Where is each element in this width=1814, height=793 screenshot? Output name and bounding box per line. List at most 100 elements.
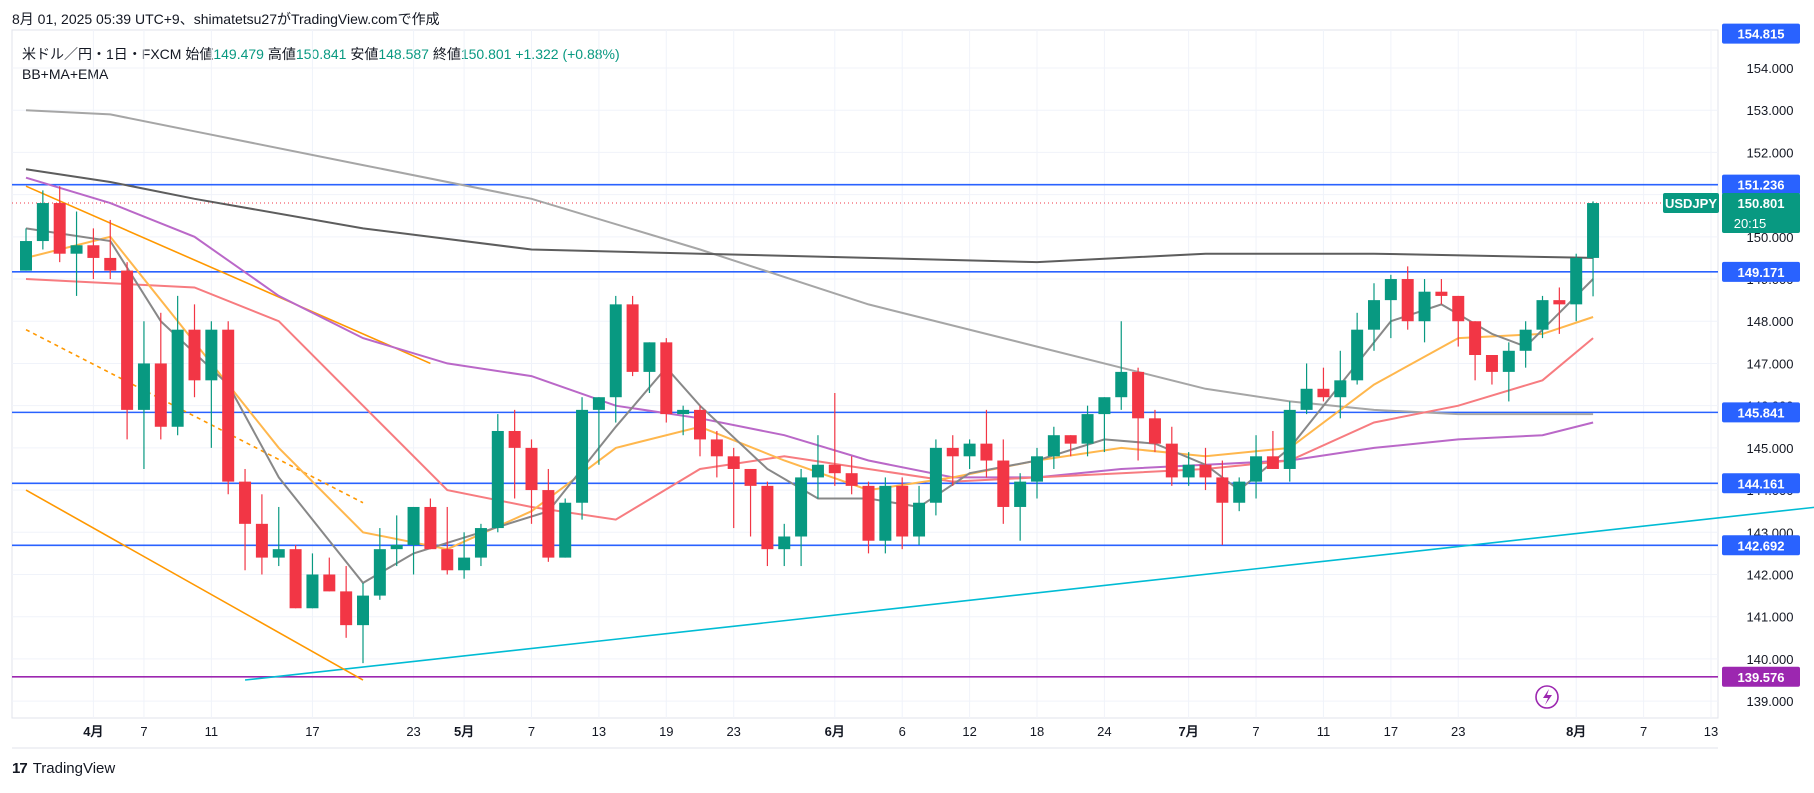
price-level-text: 151.236 [1738,178,1785,193]
legend: 米ドル／円・1日・FXCM 始値149.479 高値150.841 安値148.… [22,44,620,84]
candle-body [643,342,656,372]
candle-body [1384,279,1397,301]
candle-body [1148,418,1161,444]
candle-body [239,481,252,524]
y-tick-label: 154.000 [1747,61,1794,76]
candle-body [70,245,83,254]
candle-body [946,447,959,457]
candle-body [1469,321,1482,356]
candle-body [828,464,841,474]
candle-body [255,523,268,558]
candle-body [1064,435,1077,444]
candle-body [491,430,504,529]
legend-low-label: 安値 [350,46,379,62]
candle-body [1401,279,1414,322]
indicator-lines [25,109,1594,585]
x-tick-label: 4月 [83,724,103,739]
candle-body [289,549,302,609]
legend-low-value: 148.587 [378,46,429,62]
y-tick-label: 145.000 [1747,441,1794,456]
candle-body [542,490,555,558]
price-labels: 154.815 151.236 149.171 145.841 144.161 142.6… [1663,23,1800,687]
candle-body [1485,355,1498,372]
y-tick-label: 147.000 [1747,356,1794,371]
candle-body [1233,481,1246,503]
tradingview-logo[interactable]: 17 TradingView [12,760,115,777]
countdown-text: 20:15 [1734,216,1767,231]
candle-body [373,549,386,596]
candle-body [845,473,858,486]
symbol-badge [1663,193,1719,214]
x-tick-label: 11 [205,724,219,739]
candle-body [188,329,201,381]
price-level-text: 145.841 [1738,405,1785,420]
candle-body [963,443,976,457]
trend-line [25,185,431,365]
legend-high-label: 高値 [267,46,296,62]
x-tick-label: 23 [1451,724,1465,739]
candle-body [1536,300,1549,330]
candle-body [997,460,1010,507]
y-tick-label: 139.000 [1747,694,1794,709]
y-tick-label: 141.000 [1747,610,1794,625]
candle-body [171,329,184,427]
price-level-badge [1722,666,1800,687]
candle-body [811,464,824,478]
candle-body [1368,300,1380,330]
y-tick-label: 148.000 [1747,314,1794,329]
candle-body [1081,414,1094,444]
candle-body [441,549,454,571]
candle-body [407,506,420,545]
candle-body [1014,481,1027,507]
candle-body [1266,456,1279,469]
candle-body [1031,456,1043,482]
candle-body [1570,257,1583,305]
candle-body [306,574,319,609]
x-tick-label: 7 [1640,724,1647,739]
candle-body [744,468,757,486]
candle-body [424,506,437,550]
x-tick-label: 13 [1704,724,1718,739]
candle-body [1587,203,1600,258]
legend-indicators[interactable]: BB+MA+EMA [22,66,109,82]
candle-body [761,485,774,550]
x-tick-label: 7月 [1179,724,1199,739]
x-tick-label: 18 [1030,724,1044,739]
legend-open-label: 始値 [185,46,214,62]
candle-body [36,203,49,242]
candle-body [896,485,909,537]
candle-body [1165,443,1178,478]
candle-body [1502,350,1515,372]
price-level-badge [1722,473,1800,494]
candle-body [20,241,32,271]
y-tick-label: 140.000 [1747,652,1794,667]
candle-body [879,485,892,541]
x-tick-label: 6 [899,724,906,739]
x-tick-label: 17 [305,724,319,739]
price-level-badge [1722,402,1800,423]
symbol-badge-text: USDJPY [1665,196,1717,211]
candle-body [1334,380,1347,398]
x-tick-label: 7 [1252,724,1259,739]
plot-frame [11,29,1719,719]
lightning-icon[interactable] [1535,685,1559,709]
candle-body [458,557,471,571]
price-level-badge [1722,174,1800,195]
candle-body [1452,295,1465,322]
legend-symbol[interactable]: 米ドル／円・1日・FXCM [22,46,182,62]
candle-body [980,443,993,461]
candle-body [677,409,690,415]
y-tick-label: 153.000 [1747,103,1794,118]
candle-body [862,485,875,541]
candle-body [795,477,808,537]
candle-body [1182,464,1195,478]
candle-body [1317,388,1330,398]
indicator-line-lightgray [25,109,1594,416]
x-tick-label: 8月 [1566,724,1586,739]
candle-body [121,270,134,410]
price-level-text: 139.576 [1738,670,1785,685]
indicator-line-orange [25,235,1594,551]
candle-body [525,447,538,491]
grid-lines [11,29,1719,749]
